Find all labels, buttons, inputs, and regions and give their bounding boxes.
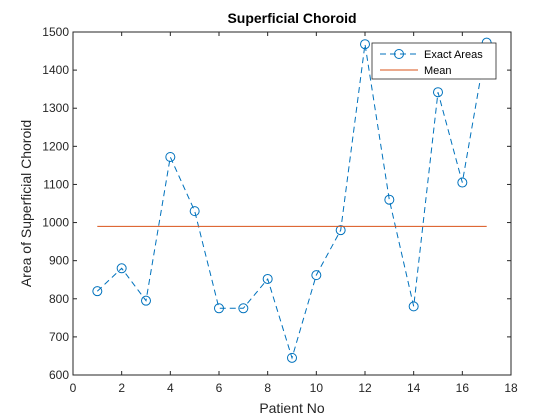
data-point-exact-areas bbox=[165, 152, 176, 163]
x-axis-label: Patient No bbox=[259, 400, 325, 416]
y-axis: 600 700 800 900 1000 1100 1200 1300 1400 1500 bbox=[42, 25, 511, 382]
series-layer bbox=[92, 37, 492, 363]
x-tick-label: 18 bbox=[504, 381, 518, 395]
x-tick-label: 0 bbox=[70, 381, 77, 395]
chart-title: Superficial Choroid bbox=[227, 10, 356, 26]
y-tick-label: 700 bbox=[49, 330, 69, 344]
data-point-exact-areas bbox=[457, 177, 468, 188]
x-tick-label: 14 bbox=[407, 381, 421, 395]
data-point-exact-areas bbox=[141, 295, 151, 306]
y-tick-label: 1400 bbox=[42, 63, 69, 77]
data-point-exact-areas bbox=[262, 273, 273, 284]
data-point-exact-areas bbox=[116, 263, 127, 274]
legend-box bbox=[371, 42, 497, 80]
y-tick-label: 900 bbox=[49, 254, 69, 268]
y-tick-label: 1500 bbox=[42, 25, 69, 39]
data-point-exact-areas bbox=[214, 303, 224, 314]
data-point-exact-areas bbox=[335, 225, 346, 236]
legend-label-mean: Mean bbox=[424, 65, 452, 77]
x-tick-label: 8 bbox=[264, 381, 271, 395]
data-point-exact-areas bbox=[433, 87, 443, 98]
x-tick-label: 10 bbox=[310, 381, 324, 395]
series-line-exact-areas bbox=[96, 42, 488, 360]
x-axis: 0 2 4 6 8 10 12 14 16 18 bbox=[70, 32, 518, 395]
y-tick-label: 600 bbox=[49, 368, 69, 382]
data-point-exact-areas bbox=[384, 194, 395, 205]
x-tick-label: 16 bbox=[456, 381, 470, 395]
legend: Exact Areas Mean bbox=[371, 42, 497, 80]
data-point-exact-areas bbox=[92, 286, 103, 297]
plot-area bbox=[73, 32, 511, 375]
y-tick-label: 1100 bbox=[43, 177, 69, 191]
x-tick-label: 4 bbox=[167, 381, 174, 395]
y-tick-label: 800 bbox=[49, 292, 69, 306]
x-tick-label: 2 bbox=[118, 381, 125, 395]
data-point-exact-areas bbox=[311, 270, 322, 281]
y-tick-label: 1000 bbox=[42, 216, 69, 230]
y-axis-label: Area of Superficial Choroid bbox=[18, 120, 34, 287]
data-point-exact-areas bbox=[360, 39, 370, 50]
data-point-exact-areas bbox=[408, 301, 419, 312]
data-point-exact-areas bbox=[287, 352, 297, 363]
x-tick-label: 12 bbox=[358, 381, 372, 395]
data-point-exact-areas bbox=[238, 303, 249, 314]
y-tick-label: 1300 bbox=[42, 101, 69, 115]
axes-box bbox=[72, 31, 512, 376]
y-tick-label: 1200 bbox=[42, 139, 69, 153]
data-point-exact-areas bbox=[189, 206, 200, 217]
legend-label-exact-areas: Exact Areas bbox=[424, 49, 483, 61]
x-tick-label: 6 bbox=[216, 381, 223, 395]
legend-marker-exact-areas bbox=[394, 49, 404, 59]
